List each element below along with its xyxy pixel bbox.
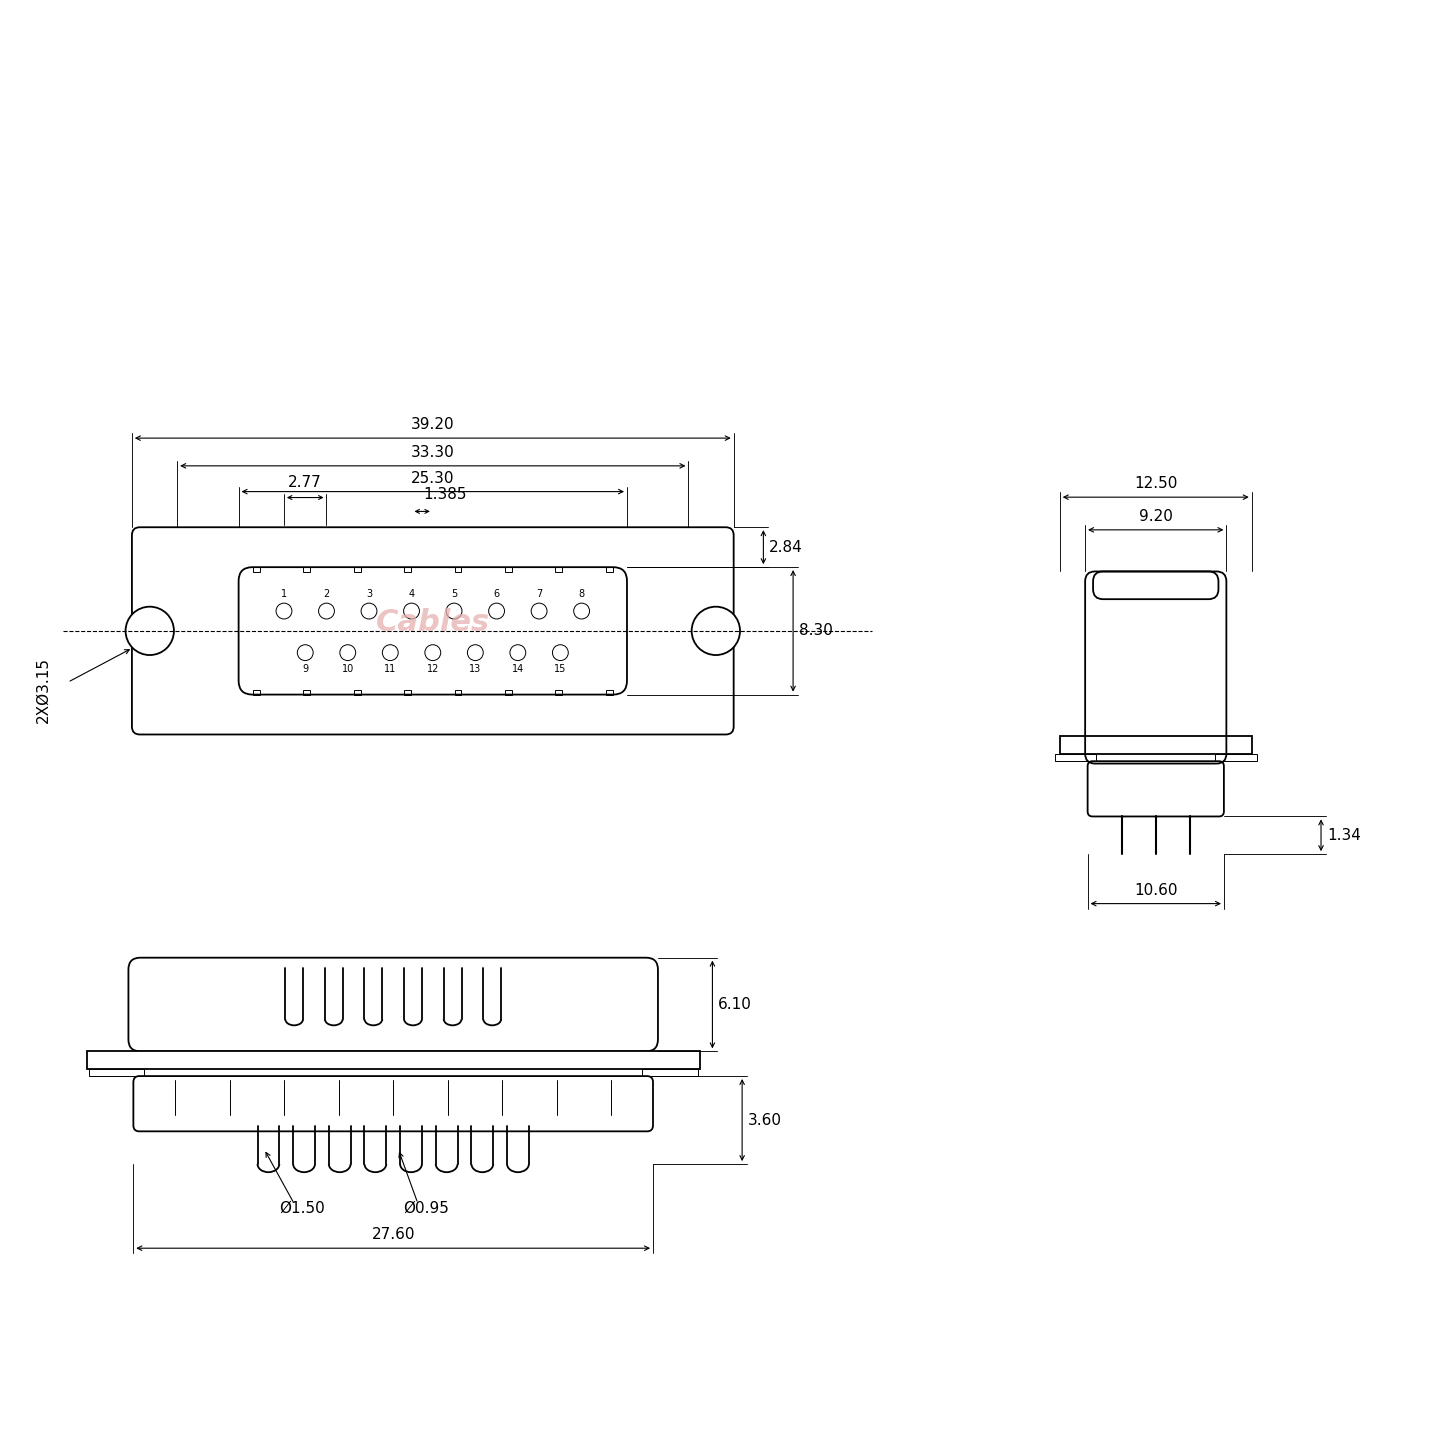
Circle shape bbox=[125, 606, 174, 655]
Bar bbox=[405, 690, 410, 694]
Text: 14: 14 bbox=[511, 664, 524, 674]
Text: 4: 4 bbox=[409, 589, 415, 599]
Bar bbox=[1056, 755, 1096, 762]
Circle shape bbox=[553, 645, 569, 661]
Bar bbox=[642, 1068, 697, 1076]
Text: Cables: Cables bbox=[376, 609, 490, 638]
Text: 9.20: 9.20 bbox=[1139, 508, 1172, 524]
Circle shape bbox=[531, 603, 547, 619]
Bar bbox=[89, 1068, 144, 1076]
Bar bbox=[606, 567, 612, 572]
Text: 10: 10 bbox=[341, 664, 354, 674]
Bar bbox=[253, 690, 259, 694]
Circle shape bbox=[691, 606, 740, 655]
Circle shape bbox=[297, 645, 312, 661]
Text: 33.30: 33.30 bbox=[410, 445, 455, 459]
Bar bbox=[455, 567, 461, 572]
Bar bbox=[304, 690, 310, 694]
Text: 6.10: 6.10 bbox=[719, 996, 752, 1012]
Circle shape bbox=[276, 603, 292, 619]
Bar bbox=[1215, 755, 1257, 762]
Circle shape bbox=[446, 603, 462, 619]
Text: 8.30: 8.30 bbox=[799, 624, 832, 638]
Circle shape bbox=[510, 645, 526, 661]
Text: 1.385: 1.385 bbox=[423, 487, 468, 501]
Text: 6: 6 bbox=[494, 589, 500, 599]
Text: 5: 5 bbox=[451, 589, 456, 599]
Text: 12.50: 12.50 bbox=[1135, 477, 1178, 491]
Bar bbox=[505, 567, 511, 572]
Text: 12: 12 bbox=[426, 664, 439, 674]
Text: 15: 15 bbox=[554, 664, 566, 674]
Text: 3.60: 3.60 bbox=[747, 1113, 782, 1128]
Text: 13: 13 bbox=[469, 664, 481, 674]
Text: 7: 7 bbox=[536, 589, 543, 599]
Bar bbox=[606, 690, 612, 694]
Bar bbox=[304, 567, 310, 572]
Text: 2.84: 2.84 bbox=[769, 540, 804, 554]
Circle shape bbox=[361, 603, 377, 619]
Bar bbox=[556, 690, 562, 694]
Circle shape bbox=[425, 645, 441, 661]
Bar bbox=[556, 567, 562, 572]
Text: Ø0.95: Ø0.95 bbox=[403, 1201, 449, 1217]
Bar bbox=[505, 690, 511, 694]
Circle shape bbox=[468, 645, 484, 661]
Text: 1: 1 bbox=[281, 589, 287, 599]
Text: 1.34: 1.34 bbox=[1328, 828, 1361, 842]
Text: 9: 9 bbox=[302, 664, 308, 674]
Bar bbox=[354, 567, 360, 572]
Bar bbox=[354, 690, 360, 694]
FancyBboxPatch shape bbox=[128, 958, 658, 1051]
Bar bbox=[1060, 736, 1251, 755]
Circle shape bbox=[340, 645, 356, 661]
Text: 25.30: 25.30 bbox=[410, 471, 455, 485]
Circle shape bbox=[573, 603, 589, 619]
Bar bbox=[455, 690, 461, 694]
Text: 39.20: 39.20 bbox=[410, 418, 455, 432]
Text: 27.60: 27.60 bbox=[372, 1227, 415, 1243]
Text: 2.77: 2.77 bbox=[288, 475, 323, 490]
Circle shape bbox=[488, 603, 504, 619]
Text: 2: 2 bbox=[324, 589, 330, 599]
Text: 3: 3 bbox=[366, 589, 372, 599]
Bar bbox=[86, 1051, 700, 1068]
Text: Ø1.50: Ø1.50 bbox=[279, 1201, 325, 1217]
Bar bbox=[253, 567, 259, 572]
Text: 11: 11 bbox=[384, 664, 396, 674]
Circle shape bbox=[318, 603, 334, 619]
Bar bbox=[405, 567, 410, 572]
Circle shape bbox=[383, 645, 399, 661]
Circle shape bbox=[403, 603, 419, 619]
FancyBboxPatch shape bbox=[134, 1076, 652, 1132]
Text: 8: 8 bbox=[579, 589, 585, 599]
Text: 10.60: 10.60 bbox=[1135, 883, 1178, 897]
Text: 2XØ3.15: 2XØ3.15 bbox=[36, 657, 50, 723]
